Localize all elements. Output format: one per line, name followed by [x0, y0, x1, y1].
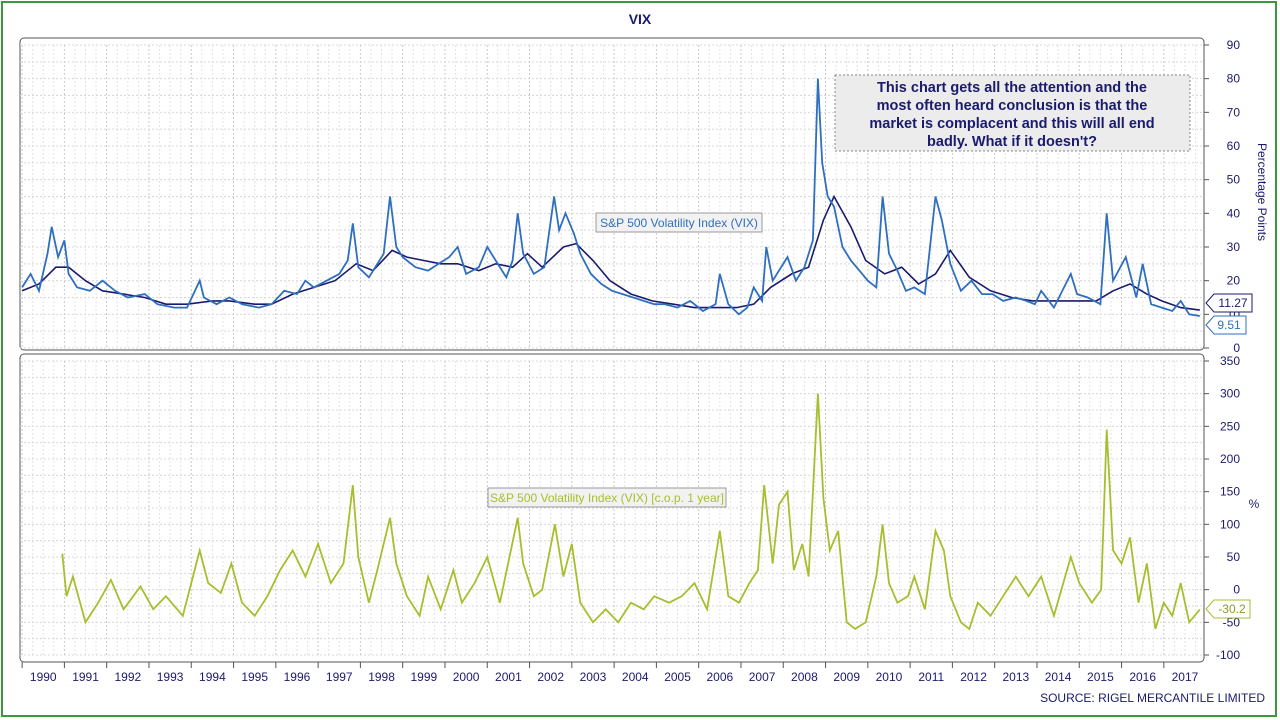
x-tick-label: 2017: [1172, 670, 1199, 684]
vix-series-label-text: S&P 500 Volatility Index (VIX): [600, 216, 758, 230]
yoy-series-label: S&P 500 Volatility Index (VIX) [c.o.p. 1…: [487, 487, 727, 508]
x-tick-label: 2002: [537, 670, 564, 684]
vix-y-tick-label: 30: [1227, 240, 1241, 254]
x-tick-label: 2011: [918, 670, 944, 684]
vix-line: [21, 78, 1200, 317]
yoy-series-label-text: S&P 500 Volatility Index (VIX) [c.o.p. 1…: [490, 491, 724, 505]
vix-last-value: 9.51: [1217, 318, 1241, 332]
avg-last-value-tag: 11.27: [1205, 293, 1253, 313]
x-tick-label: 2001: [495, 670, 522, 684]
x-tick-label: 1997: [326, 670, 353, 684]
yoy-y-tick-label: 350: [1220, 354, 1240, 368]
x-tick-label: 2004: [622, 670, 649, 684]
vix-y-tick-label: 80: [1227, 72, 1241, 86]
vix-last-value-tag: 9.51: [1205, 315, 1247, 335]
vix-last-value-badge: [1205, 315, 1247, 335]
x-tick-label: 1996: [284, 670, 311, 684]
x-tick-label: 1990: [30, 670, 57, 684]
vix-y-tick-label: 40: [1227, 206, 1241, 220]
yoy-line: [61, 393, 1201, 631]
x-tick-label: 2000: [453, 670, 480, 684]
yoy-y-tick-label: 250: [1220, 419, 1240, 433]
x-tick-label: 1994: [199, 670, 226, 684]
x-tick-label: 2014: [1045, 670, 1072, 684]
x-tick-label: 1995: [241, 670, 268, 684]
yoy-y-axis-label: %: [1249, 497, 1260, 511]
annotation-line: most often heard conclusion is that the: [877, 98, 1148, 114]
x-tick-label: 1993: [157, 670, 184, 684]
vix-y-tick-label: 0: [1233, 341, 1240, 355]
x-tick-label: 2007: [749, 670, 776, 684]
yoy-last-value-badge: [1205, 599, 1251, 619]
avg-last-value-badge: [1205, 293, 1253, 313]
x-tick-label: 2005: [664, 670, 691, 684]
yoy-y-tick-label: -100: [1216, 648, 1240, 662]
yoy-y-tick-label: 100: [1220, 517, 1240, 531]
x-tick-label: 2006: [706, 670, 733, 684]
x-axis: 1990 1991 1992 1993 1994 1995 1996 1997 1998 1999…: [21, 662, 1199, 684]
avg-last-value: 11.27: [1218, 296, 1247, 310]
vix-series-label: S&P 500 Volatility Index (VIX): [595, 212, 763, 233]
vix-y-tick-label: 90: [1227, 38, 1241, 52]
x-tick-label: 1998: [368, 670, 395, 684]
yoy-panel: -100 -50 0 50 100 150 200 250 300 350 % S&P 500 V…: [19, 353, 1260, 663]
annotation-line: market is complacent and this will all e…: [869, 116, 1154, 132]
x-tick-label: 2013: [1002, 670, 1029, 684]
annotation-box: This chart gets all the attention and th…: [834, 74, 1191, 152]
x-tick-label: 2012: [960, 670, 987, 684]
source-note: SOURCE: RIGEL MERCANTILE LIMITED: [1040, 691, 1265, 705]
yoy-y-ticks: -100 -50 0 50 100 150 200 250 300 350: [1204, 354, 1240, 662]
annotation-text: This chart gets all the attention and th…: [869, 80, 1154, 150]
vix-y-tick-label: 60: [1227, 139, 1241, 153]
yoy-y-tick-label: 50: [1227, 550, 1241, 564]
vix-series-label-box: [595, 212, 763, 233]
yoy-y-tick-label: 0: [1233, 583, 1240, 597]
x-tick-label: 2009: [833, 670, 860, 684]
x-tick-label: 2015: [1087, 670, 1114, 684]
yoy-y-tick-label: -50: [1223, 615, 1241, 629]
vix-y-tick-label: 50: [1227, 173, 1241, 187]
vix-y-tick-label: 70: [1227, 105, 1241, 119]
x-tick-label: 2016: [1129, 670, 1156, 684]
annotation-line: This chart gets all the attention and th…: [877, 80, 1147, 96]
yoy-series-label-box: [487, 487, 727, 508]
x-tick-label: 2008: [791, 670, 818, 684]
yoy-last-value: -30.2: [1218, 602, 1246, 616]
yoy-y-tick-label: 300: [1220, 387, 1240, 401]
x-tick-label: 1991: [72, 670, 99, 684]
chart-title: VIX: [629, 11, 652, 27]
x-tick-label: 2010: [876, 670, 903, 684]
vix-y-axis-label: Percentage Points: [1255, 143, 1269, 241]
yoy-last-value-tag: -30.2: [1205, 599, 1251, 619]
yoy-y-tick-label: 150: [1220, 485, 1240, 499]
x-tick-label: 1992: [114, 670, 141, 684]
vix-y-tick-label: 20: [1227, 274, 1241, 288]
x-tick-label: 1999: [410, 670, 437, 684]
annotation-background: [834, 74, 1191, 152]
annotation-line: badly. What if it doesn't?: [927, 134, 1097, 150]
yoy-y-tick-label: 200: [1220, 452, 1240, 466]
x-tick-label: 2003: [580, 670, 607, 684]
